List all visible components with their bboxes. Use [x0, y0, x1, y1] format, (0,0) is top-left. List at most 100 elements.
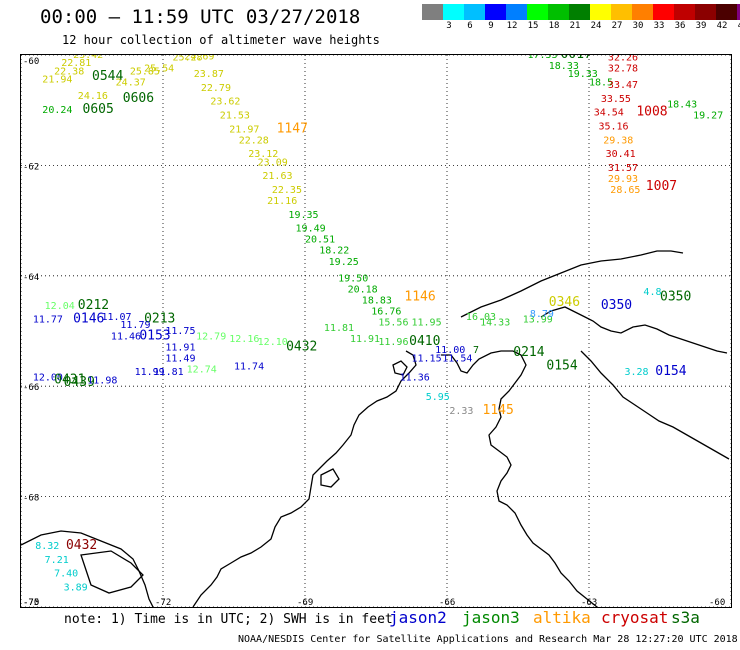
color-scale-tick-label: 15 [527, 21, 539, 31]
wave-height-label: 12.74 [187, 364, 217, 375]
wave-height-label: 20.24 [42, 105, 72, 116]
pass-time-label: 1145 [483, 403, 514, 418]
pass-time-label: 0606 [123, 91, 154, 106]
pass-time-label: 0350 [660, 290, 691, 305]
weddell-coast [580, 350, 730, 460]
pass-time-label: 0214 [513, 345, 544, 360]
wave-height-label: 11.99 [135, 367, 165, 378]
page-title: 00:00 – 11:59 UTC 03/27/2018 [40, 6, 361, 28]
color-scale-tick-label: 27 [611, 21, 623, 31]
wave-height-label: 11.15 [412, 353, 442, 364]
wave-height-label: 24.16 [78, 91, 108, 102]
wave-height-label: 16.76 [371, 306, 401, 317]
wave-height-label: 11.77 [33, 315, 63, 326]
wave-height-label: 34.54 [594, 108, 624, 119]
wave-height-label: 11.07 [101, 312, 131, 323]
wave-height-label: 19.35 [288, 210, 318, 221]
wave-height-label: 24.37 [116, 77, 146, 88]
longitude-label: -75 [23, 598, 39, 608]
legend-item-jason3: jason3 [462, 608, 520, 627]
wave-height-label: 23.12 [248, 149, 278, 160]
color-swatch [422, 4, 443, 20]
legend-item-altika: altika [533, 608, 591, 627]
color-swatch [569, 4, 590, 20]
wave-height-label: 11.95 [412, 317, 442, 328]
pass-time-label: 0432 [66, 538, 97, 553]
wave-height-label: 3.89 [64, 582, 88, 593]
wave-height-label: 11.79 [120, 320, 150, 331]
wave-height-label: 7.21 [45, 555, 69, 566]
pass-time-label: 0212 [78, 298, 109, 313]
longitude-label: -72 [155, 598, 171, 608]
south-shetland-islands [460, 250, 684, 318]
wave-height-label: 32.26 [608, 54, 638, 64]
anvers-island [392, 360, 408, 376]
pass-time-label: 0213 [144, 312, 175, 327]
wave-height-label: 21.16 [267, 196, 297, 207]
footer-credit: NOAA/NESDIS Center for Satellite Applica… [238, 634, 738, 645]
color-scale-tick-label: 3 [446, 21, 452, 31]
wave-height-label: 8.79 [530, 309, 554, 320]
wave-height-label: 25.85 [130, 66, 160, 77]
wave-height-label: 22.79 [201, 83, 231, 94]
wave-height-label: 17.53 [527, 54, 557, 61]
color-scale-tick-label: 18 [548, 21, 560, 31]
wave-height-label: 7.40 [54, 569, 78, 580]
wave-height-label: 14.33 [480, 317, 510, 328]
wave-height-label: 11.91 [350, 334, 380, 345]
pass-time-label: 0431 [54, 372, 85, 387]
color-swatch [590, 4, 611, 20]
peninsula-west-coast [192, 350, 417, 607]
color-scale-tick-label: 33 [653, 21, 665, 31]
wave-height-label: 19.49 [296, 224, 326, 235]
color-swatch [464, 4, 485, 20]
color-scale-tick-label: 12 [506, 21, 518, 31]
pass-time-label: 0154 [546, 359, 577, 374]
wave-height-label: 22.35 [272, 185, 302, 196]
color-swatch [674, 4, 695, 20]
wave-height-label: 19.27 [693, 110, 723, 121]
wave-height-label: 12.00 [33, 373, 63, 384]
legend-item-cryosat: cryosat [601, 608, 669, 627]
latitude-label: -62 [23, 162, 39, 172]
latitude-label: -68 [23, 494, 39, 504]
peninsula-east-coast [441, 350, 598, 607]
wave-height-label: 11.49 [165, 353, 195, 364]
pass-time-label: 0146 [73, 312, 104, 327]
wave-height-label: 4.8 [643, 287, 661, 298]
color-scale-tick-label: 36 [674, 21, 686, 31]
color-swatch [737, 4, 740, 20]
wave-height-label: 21.94 [42, 75, 72, 86]
latitude-label: -64 [23, 273, 39, 283]
color-scale-tick-label: 42 [716, 21, 728, 31]
pass-time-label: 1147 [277, 121, 308, 136]
pass-time-label: 0154 [655, 364, 686, 379]
wave-height-label: 11.81 [154, 367, 184, 378]
longitude-label: -69 [297, 598, 313, 608]
longitude-label: -66 [439, 598, 455, 608]
legend-item-jason2: jason2 [389, 608, 447, 627]
wave-height-label: 20.51 [305, 235, 335, 246]
wave-height-label: 12.79 [196, 331, 226, 342]
pass-time-label: 0346 [549, 295, 580, 310]
pass-time-label: 0017 [561, 54, 592, 62]
wave-height-label: 21.63 [262, 171, 292, 182]
pass-time-label: 0439 [64, 375, 95, 390]
legend-item-s3a: s3a [671, 608, 700, 627]
wave-height-label: 24.69 [184, 54, 214, 62]
pass-time-label: 1146 [404, 290, 435, 305]
color-swatch [548, 4, 569, 20]
wave-height-label: 28.65 [610, 185, 640, 196]
wave-height-label: 18.83 [362, 295, 392, 306]
color-swatch [485, 4, 506, 20]
wave-height-label: 11.98 [87, 375, 117, 386]
page-subtitle: 12 hour collection of altimeter wave hei… [62, 33, 380, 47]
wave-height-label: 7 [473, 345, 479, 356]
wave-height-label: 11.00 [435, 345, 465, 356]
wave-height-label: 20.18 [348, 284, 378, 295]
color-scale-tick-label: 9 [488, 21, 494, 31]
wave-height-label: 29.38 [603, 135, 633, 146]
wave-height-label: 5.95 [426, 392, 450, 403]
color-swatch [443, 4, 464, 20]
color-scale-bar [422, 4, 740, 20]
